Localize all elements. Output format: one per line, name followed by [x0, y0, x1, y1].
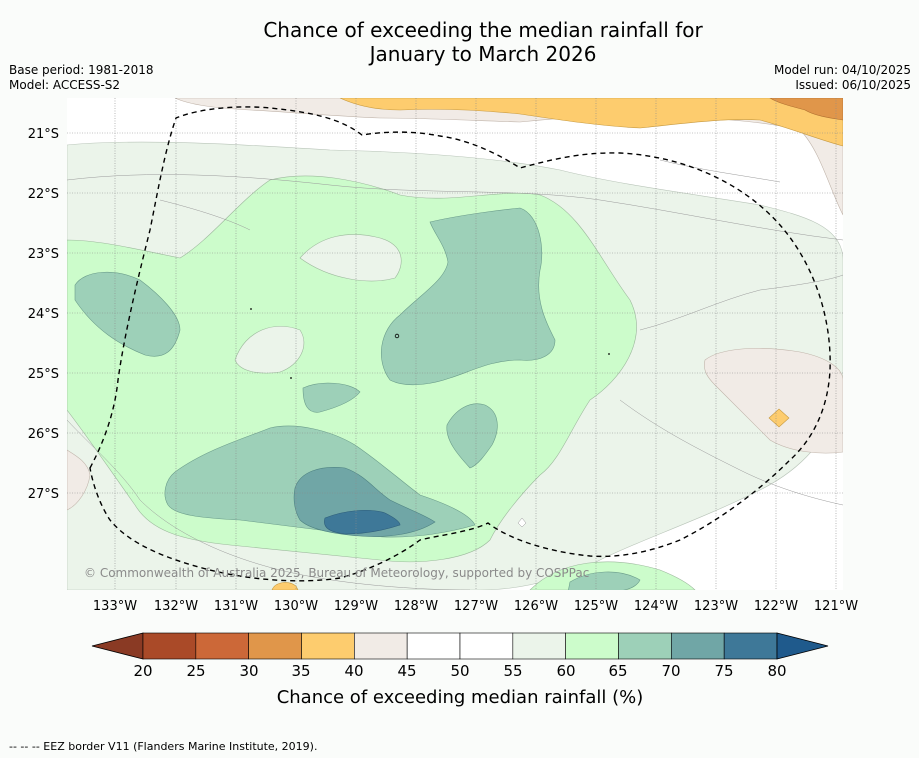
- lat-label-23s: 23°S: [28, 247, 59, 262]
- lon-label-126w: 126°W: [514, 599, 558, 614]
- lon-label-127w: 127°W: [454, 599, 498, 614]
- zone-55-60-inner: [299, 234, 402, 282]
- colorbar-cell: [142, 632, 197, 660]
- colorbar-low-extend: [91, 632, 144, 660]
- latitude-labels: 21°S 22°S 23°S 24°S 25°S 26°S 27°S: [28, 127, 59, 502]
- title-line-1: Chance of exceeding the median rainfall …: [263, 18, 703, 42]
- colorbar-tick-75: 75: [714, 662, 733, 680]
- small-white-marker: [517, 517, 527, 528]
- colorbar-tick-70: 70: [661, 662, 680, 680]
- lat-label-25s: 25°S: [28, 367, 59, 382]
- title-line-2: January to March 2026: [369, 42, 597, 66]
- colorbar-tick-40: 40: [344, 662, 363, 680]
- colorbar-tick-65: 65: [608, 662, 627, 680]
- eez-border: [89, 106, 831, 582]
- colorbar: 20 25 30 35 40 45 50 55 60 65 70 75 80 C…: [91, 632, 829, 708]
- copyright-text: © Commonwealth of Australia 2025, Bureau…: [84, 566, 589, 580]
- zone-65-70-central: [381, 207, 556, 386]
- zone-35-40-north: [339, 98, 843, 147]
- colorbar-tick-30: 30: [239, 662, 258, 680]
- base-period-info: Base period: 1981-2018 Model: ACCESS-S2: [9, 63, 154, 93]
- zone-65-70-small: [302, 382, 361, 413]
- zone-65-70-east: [446, 403, 498, 469]
- colorbar-cell: [248, 632, 302, 660]
- lon-label-131w: 131°W: [214, 599, 258, 614]
- colorbar-label: Chance of exceeding median rainfall (%): [277, 687, 644, 708]
- colorbar-cell: [723, 632, 778, 660]
- colorbar-cell: [565, 632, 619, 660]
- eez-legend-footer: -- -- -- EEZ border V11 (Flanders Marine…: [9, 740, 318, 753]
- lat-label-26s: 26°S: [28, 427, 59, 442]
- issued-text: Issued: 06/10/2025: [795, 78, 911, 92]
- rainfall-map: © Commonwealth of Australia 2025, Bureau…: [67, 98, 843, 590]
- lon-label-122w: 122°W: [754, 599, 798, 614]
- zone-40-45-east: [704, 348, 843, 454]
- lat-label-21s: 21°S: [28, 127, 59, 142]
- colorbar-tick-80: 80: [767, 662, 786, 680]
- colorbar-tick-25: 25: [186, 662, 205, 680]
- colorbar-cell: [301, 632, 355, 660]
- colorbar-high-extend: [776, 632, 829, 660]
- lat-label-24s: 24°S: [28, 307, 59, 322]
- colorbar-ticks: 20 25 30 35 40 45 50 55 60 65 70 75 80: [133, 662, 786, 680]
- lon-label-130w: 130°W: [274, 599, 318, 614]
- zone-75-80: [324, 509, 401, 535]
- lon-label-123w: 123°W: [694, 599, 738, 614]
- contour-lines: [67, 159, 843, 590]
- colorbar-tick-45: 45: [397, 662, 416, 680]
- model-text: Model: ACCESS-S2: [9, 78, 121, 92]
- lon-label-121w: 121°W: [814, 599, 858, 614]
- lat-label-22s: 22°S: [28, 187, 59, 202]
- longitude-labels: 133°W 132°W 131°W 130°W 129°W 128°W 127°…: [93, 599, 858, 614]
- base-period-text: Base period: 1981-2018: [9, 63, 154, 77]
- lon-label-129w: 129°W: [334, 599, 378, 614]
- colorbar-cell: [406, 632, 461, 660]
- lat-label-27s: 27°S: [28, 487, 59, 502]
- model-run-info: Model run: 04/10/2025 Issued: 06/10/2025: [774, 63, 911, 93]
- colorbar-cell: [195, 632, 249, 660]
- colorbar-tick-55: 55: [503, 662, 522, 680]
- station-markers: [250, 308, 610, 379]
- zone-65-70-far-south: [568, 571, 641, 590]
- colorbar-cells: [142, 632, 778, 660]
- colorbar-cell: [354, 632, 408, 660]
- colorbar-tick-20: 20: [133, 662, 152, 680]
- zone-30-35-north: [769, 98, 843, 121]
- colorbar-tick-35: 35: [291, 662, 310, 680]
- zone-65-70-west: [74, 271, 181, 357]
- lon-label-125w: 125°W: [574, 599, 618, 614]
- colorbar-cell: [459, 632, 514, 660]
- zone-35-40-east: [768, 408, 790, 428]
- graticule: [67, 98, 843, 590]
- lon-label-124w: 124°W: [634, 599, 678, 614]
- model-run-text: Model run: 04/10/2025: [773, 63, 911, 77]
- zone-55-60-inner-2: [234, 326, 305, 374]
- lon-label-133w: 133°W: [93, 599, 137, 614]
- colorbar-cell: [671, 632, 725, 660]
- colorbar-tick-60: 60: [556, 662, 575, 680]
- colorbar-cell: [618, 632, 672, 660]
- lon-label-128w: 128°W: [394, 599, 438, 614]
- colorbar-tick-50: 50: [450, 662, 469, 680]
- lon-label-132w: 132°W: [154, 599, 198, 614]
- map-title: Chance of exceeding the median rainfall …: [0, 18, 919, 66]
- zone-40-45-west: [67, 449, 91, 511]
- colorbar-cell: [512, 632, 566, 660]
